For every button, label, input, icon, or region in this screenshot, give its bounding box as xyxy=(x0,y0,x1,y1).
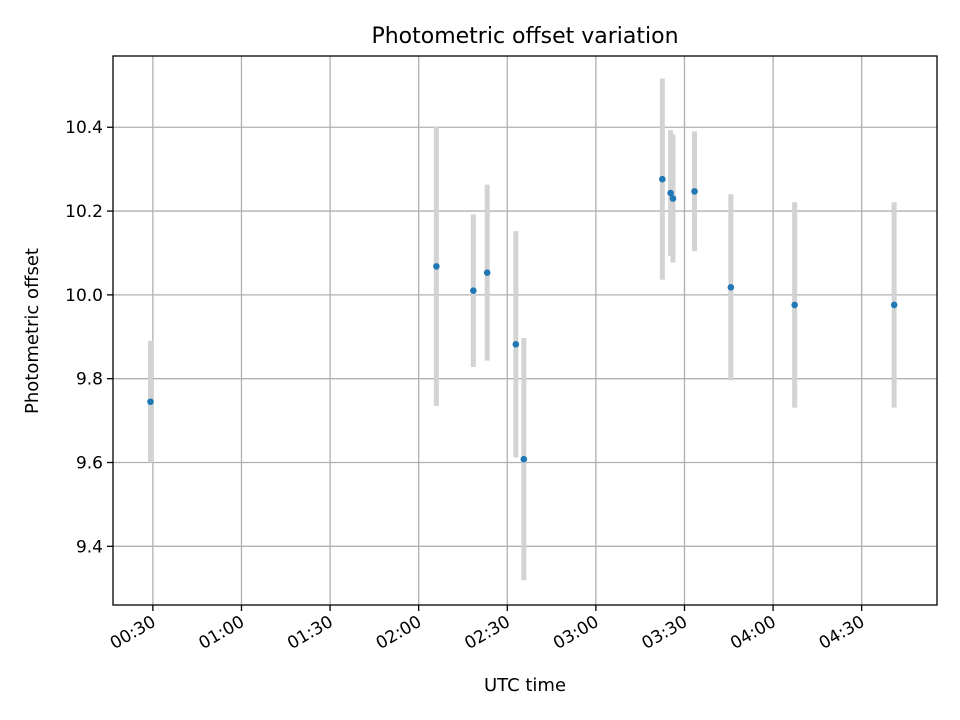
data-point xyxy=(669,195,677,202)
data-point xyxy=(667,189,674,197)
y-tick-label: 10.4 xyxy=(65,118,103,138)
grid xyxy=(113,56,937,605)
data-point xyxy=(470,287,477,294)
data-point xyxy=(433,263,440,270)
data-point xyxy=(659,175,666,183)
data-point xyxy=(512,341,520,348)
y-axis-label: Photometric offset xyxy=(22,248,43,414)
plot-frame xyxy=(112,55,938,606)
data-point xyxy=(890,301,898,309)
chart-title: Photometric offset variation xyxy=(371,24,678,49)
data-points xyxy=(147,175,898,463)
data-point xyxy=(791,301,798,309)
data-point xyxy=(691,188,698,195)
x-axis-label: UTC time xyxy=(484,675,566,696)
data-point xyxy=(147,398,154,406)
y-tick-label: 9.4 xyxy=(76,537,103,557)
y-tick-label: 9.8 xyxy=(76,370,103,390)
data-point xyxy=(483,269,491,276)
data-point xyxy=(520,455,528,463)
y-axis-ticks: 9.4 9.6 9.8 10.0 10.2 10.4 xyxy=(65,118,113,557)
y-tick-label: 10.0 xyxy=(65,286,103,306)
y-tick-label: 10.2 xyxy=(65,202,103,222)
y-tick-label: 9.6 xyxy=(76,454,103,474)
data-point xyxy=(727,284,735,291)
